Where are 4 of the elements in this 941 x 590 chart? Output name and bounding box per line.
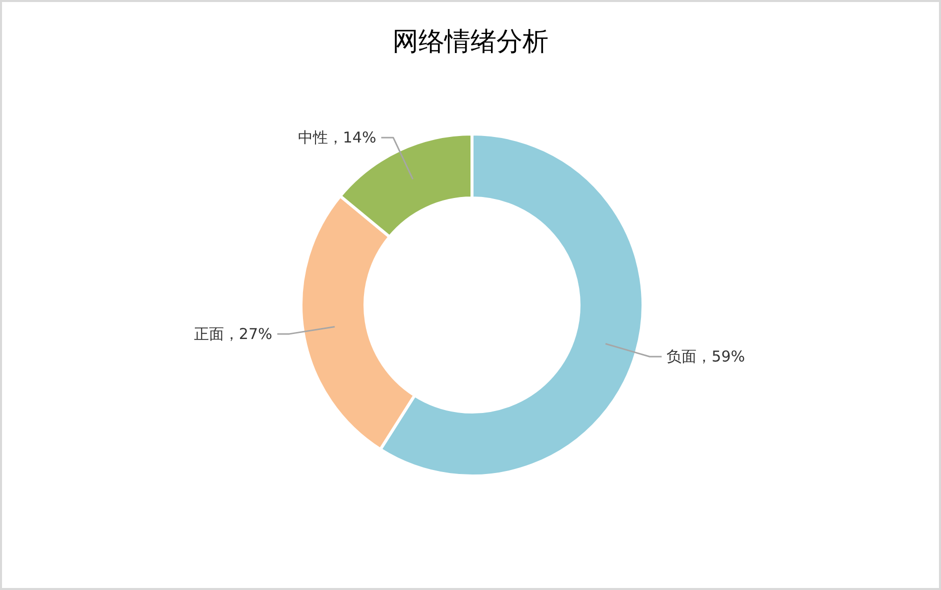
slice-label: 中性，14% xyxy=(298,128,376,147)
chart-title: 网络情绪分析 xyxy=(392,27,548,57)
slice-label: 负面，59% xyxy=(666,348,745,366)
slice-label: 正面，27% xyxy=(194,324,272,343)
